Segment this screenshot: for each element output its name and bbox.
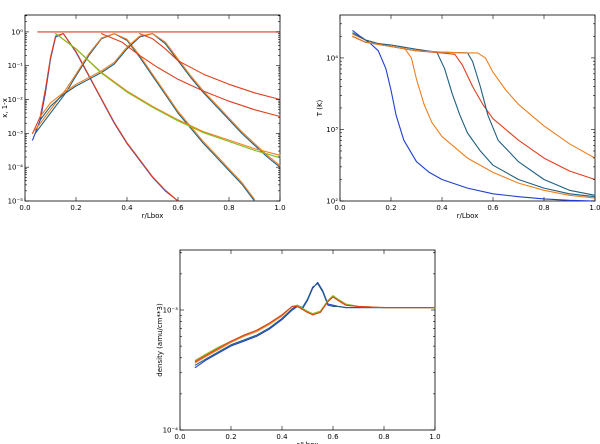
density-panel: 0.0 0.2 0.4 0.6 0.8 1.0 10⁻⁴ 10⁻³ r/Lbox density …	[156, 249, 441, 444]
temperature-xtick-label: 0.6	[487, 204, 499, 212]
series-neutral-fraction-front-3-orange	[39, 33, 281, 167]
density-ylabel: density (amu/cm**3)	[156, 303, 164, 377]
temperature-ylabel: T (K)	[316, 99, 324, 117]
temperature-xtick-label: 0.4	[436, 204, 448, 212]
series-neutral-fraction-front-3-teal	[39, 33, 281, 168]
density-plot-frame	[179, 249, 436, 431]
ionization-xtick-label: 0.2	[70, 204, 81, 212]
series-temperature-front-3-teal	[352, 32, 596, 198]
ionization-xtick-label: 0.4	[121, 204, 133, 212]
temperature-xtick-label: 0.8	[538, 204, 549, 212]
density-xtick-label: 1.0	[429, 433, 440, 441]
temperature-xtick-label: 0.2	[385, 204, 396, 212]
ionization-ylabel: x, 1-x	[1, 98, 9, 118]
series-neutral-fraction-front-1-blue	[32, 33, 179, 202]
ionization-ytick-label: 10⁻³	[8, 130, 24, 138]
ionization-xtick-label: 0.8	[223, 204, 234, 212]
ionization-xlabel: r/Lbox	[142, 212, 164, 220]
ionization-ytick-label: 10⁻²	[8, 96, 24, 104]
series-temperature-front-1-blue	[352, 30, 596, 202]
temperature-xtick-label: 1.0	[589, 204, 600, 212]
temperature-panel: 0.0 0.2 0.4 0.6 0.8 1.0 10² 10³ 10⁴ r/Lbox T (K)	[316, 14, 600, 220]
series-temperature-front-5-teal	[352, 35, 596, 196]
temperature-ytick-label: 10³	[326, 126, 338, 134]
ionization-ytick-label: 10⁻⁵	[8, 198, 24, 206]
ionization-plot-frame	[24, 14, 281, 202]
density-xtick-label: 0.6	[327, 433, 339, 441]
temperature-xlabel: r/Lbox	[457, 212, 479, 220]
temperature-xtick-label: 0.0	[334, 204, 345, 212]
density-ytick-label: 10⁻⁴	[163, 427, 179, 435]
series-ionized-fraction-tail-2-red	[100, 33, 281, 118]
series-ionized-fraction-tail-1-green	[55, 33, 281, 159]
density-xtick-label: 0.0	[174, 433, 185, 441]
temperature-ytick-label: 10⁴	[326, 54, 338, 62]
density-xtick-label: 0.2	[225, 433, 236, 441]
temperature-plot-frame	[339, 14, 596, 202]
ionization-xtick-label: 0.6	[172, 204, 184, 212]
temperature-ytick-label: 10²	[326, 198, 338, 206]
series-temperature-front-6-orange	[352, 35, 596, 159]
ionization-ytick-label: 10⁻⁴	[8, 164, 24, 172]
series-density-blue	[194, 281, 436, 369]
density-xtick-label: 0.8	[378, 433, 389, 441]
ionization-xtick-label: 1.0	[274, 204, 285, 212]
density-xtick-label: 0.4	[276, 433, 288, 441]
series-neutral-fraction-front-1-red	[32, 33, 179, 202]
density-ytick-label: 10⁻³	[163, 307, 179, 315]
series-ionized-fraction-tail-3-red	[139, 33, 281, 101]
ionization-panel: 0.0 0.2 0.4 0.6 0.8 1.0 10⁻⁵ 10⁻⁴ 10⁻³ 10⁻² 10⁻¹ 10…	[1, 14, 286, 220]
density-xlabel: r/Lbox	[297, 441, 319, 444]
series-temperature-front-2-orange	[352, 33, 596, 199]
series-density-green	[194, 295, 436, 361]
ionization-xtick-label: 0.0	[19, 204, 30, 212]
ionization-ytick-label: 10⁰	[11, 28, 23, 36]
series-density-teal	[194, 283, 436, 366]
series-density-orange	[194, 296, 436, 364]
series-temperature-front-4-red	[352, 35, 596, 181]
series-density-red	[194, 296, 436, 363]
ionization-ytick-label: 10⁻¹	[8, 62, 24, 70]
